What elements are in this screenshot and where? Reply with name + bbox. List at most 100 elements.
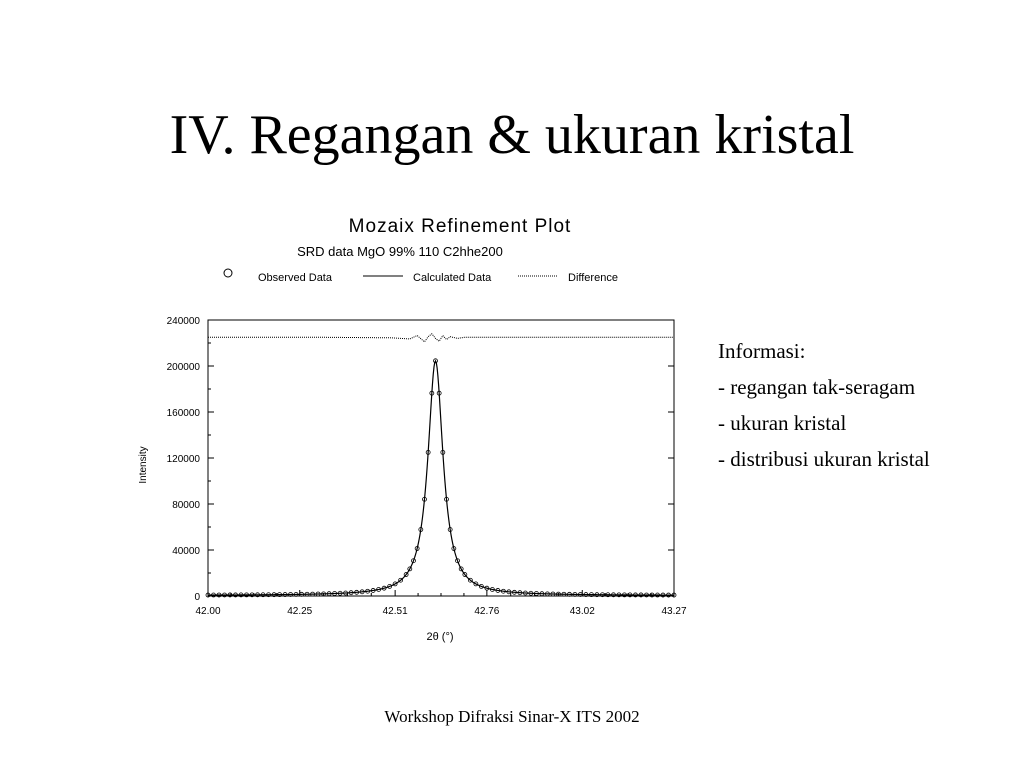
- x-tick-label: 42.51: [383, 606, 408, 617]
- observed-point: [666, 592, 671, 598]
- chart-title: Mozaix Refinement Plot: [349, 216, 572, 237]
- x-tick-label: 42.25: [287, 606, 312, 617]
- observed-point: [440, 449, 446, 455]
- observed-point: [478, 583, 484, 589]
- observed-point: [365, 588, 371, 594]
- observed-point: [425, 449, 431, 455]
- x-tick-label: 43.27: [661, 606, 686, 617]
- observed-point: [277, 592, 282, 598]
- observed-point: [451, 546, 457, 551]
- observed-point: [227, 592, 233, 598]
- observed-point: [422, 496, 427, 502]
- observed-point: [244, 592, 249, 598]
- observed-series: [205, 358, 677, 598]
- observed-point: [359, 589, 365, 595]
- x-axis-label: 2θ (°): [426, 631, 453, 643]
- observed-point: [561, 591, 567, 597]
- info-item-crystal-size: - ukuran kristal: [718, 411, 847, 435]
- observed-point: [255, 592, 260, 598]
- plot-frame: [207, 319, 675, 597]
- observed-point: [321, 591, 326, 597]
- legend: Observed Data Calculated Data Difference: [223, 268, 618, 284]
- observed-point: [288, 592, 293, 597]
- observed-point: [205, 592, 211, 598]
- info-box: Informasi: - regangan tak-seragam - ukur…: [718, 333, 930, 477]
- observed-point: [578, 592, 583, 597]
- observed-point: [467, 577, 473, 583]
- observed-point: [310, 591, 315, 597]
- y-tick-label: 40000: [172, 546, 200, 557]
- observed-point: [484, 585, 490, 591]
- info-item-strain: - regangan tak-seragam: [718, 375, 916, 399]
- y-tick-label: 200000: [167, 362, 201, 373]
- observed-point: [495, 588, 501, 593]
- observed-point: [398, 577, 404, 583]
- y-axis: 0 40000 80000 120000 160000 200000 240000: [167, 316, 674, 603]
- legend-calculated-label: Calculated Data: [413, 272, 492, 284]
- y-axis-label: Intensity: [138, 446, 149, 483]
- observed-point: [671, 592, 677, 598]
- observed-point: [594, 592, 600, 598]
- x-tick-label: 42.00: [195, 606, 220, 617]
- observed-point: [249, 592, 255, 598]
- observed-point: [655, 592, 660, 598]
- observed-point: [403, 572, 409, 577]
- observed-point: [266, 592, 271, 598]
- observed-point: [337, 590, 343, 596]
- observed-point: [539, 591, 545, 597]
- calculated-series-line: [208, 359, 674, 596]
- observed-point: [550, 591, 556, 597]
- footer: Workshop Difraksi Sinar-X ITS 2002: [384, 707, 640, 726]
- legend-observed-label: Observed Data: [258, 272, 333, 284]
- observed-point: [418, 527, 424, 532]
- observed-point: [600, 592, 605, 598]
- observed-point: [407, 566, 413, 572]
- observed-point: [414, 546, 420, 551]
- observed-point: [556, 591, 561, 597]
- observed-point: [222, 592, 227, 598]
- observed-point: [616, 592, 622, 598]
- observed-point: [522, 590, 528, 596]
- observed-point: [528, 590, 534, 596]
- observed-point: [455, 558, 460, 564]
- slide-title: IV. Regangan & ukuran kristal: [169, 104, 855, 166]
- y-tick-label: 0: [194, 592, 200, 603]
- observed-point: [238, 592, 244, 598]
- observed-point: [622, 592, 627, 598]
- observed-point: [500, 588, 506, 594]
- observed-point: [447, 527, 453, 532]
- observed-point: [370, 588, 376, 593]
- x-axis: 42.00 42.25 42.51 42.76 43.02 43.27: [195, 590, 687, 617]
- y-tick-label: 240000: [167, 316, 201, 327]
- observed-point: [462, 572, 468, 577]
- observed-point: [233, 592, 238, 598]
- observed-point: [506, 589, 512, 595]
- x-tick-label: 42.76: [474, 606, 499, 617]
- observed-point: [260, 592, 266, 598]
- info-item-size-distribution: - distribusi ukuran kristal: [718, 447, 930, 471]
- observed-point: [304, 591, 310, 597]
- chart-subtitle: SRD data MgO 99% 110 C2hhe200: [297, 244, 503, 259]
- observed-point: [627, 592, 633, 598]
- observed-point: [567, 591, 572, 597]
- observed-point: [315, 591, 321, 597]
- y-tick-label: 80000: [172, 500, 200, 511]
- x-tick-label: 43.02: [570, 606, 595, 617]
- observed-point: [489, 587, 495, 592]
- observed-point: [282, 592, 288, 597]
- observed-point: [572, 592, 578, 597]
- refinement-plot: Mozaix Refinement Plot SRD data MgO 99% …: [138, 216, 687, 643]
- observed-point: [211, 592, 216, 598]
- observed-point: [649, 592, 655, 598]
- y-tick-label: 160000: [167, 408, 201, 419]
- observed-point: [411, 558, 416, 564]
- observed-point: [533, 591, 539, 596]
- observed-point: [517, 590, 523, 596]
- observed-point: [354, 589, 360, 595]
- observed-point: [545, 591, 550, 597]
- observed-point: [583, 592, 589, 597]
- observed-point: [216, 592, 222, 598]
- observed-point: [271, 592, 277, 598]
- legend-observed-marker: [223, 268, 233, 278]
- y-tick-label: 120000: [167, 454, 201, 465]
